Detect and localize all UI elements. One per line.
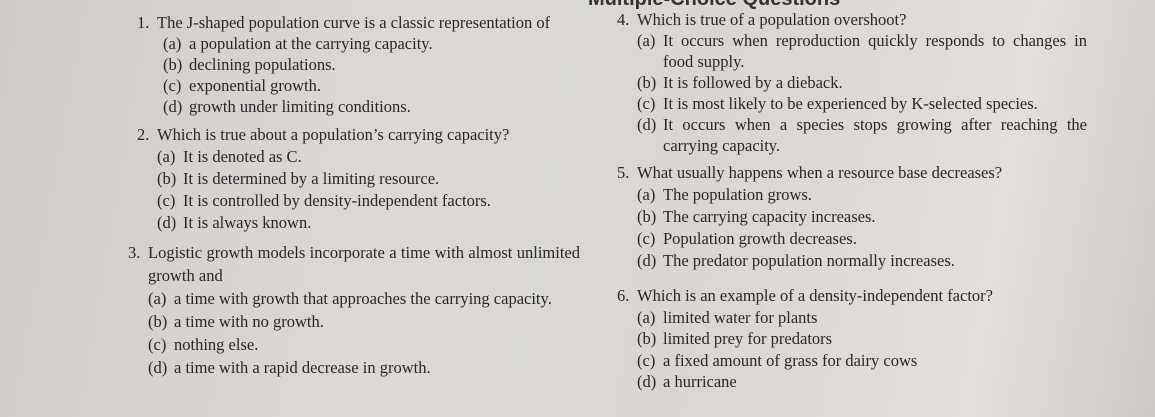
option-letter: (a) <box>157 147 176 166</box>
question-stem: Logistic growth models incorporate a tim… <box>148 243 580 285</box>
answer-option: (a) The population grows. <box>637 184 1087 206</box>
option-text: a population at the carrying capacity. <box>189 34 433 53</box>
answer-option: (b) It is followed by a dieback. <box>637 72 1087 93</box>
option-letter: (a) <box>637 185 656 204</box>
question-stem-row: 2. Which is true about a population’s car… <box>137 124 582 146</box>
option-letter: (c) <box>157 191 176 210</box>
question-stem-row: 3. Logistic growth models incorporate a t… <box>128 241 580 287</box>
option-letter: (d) <box>163 97 183 116</box>
answer-option: (b) The carrying capacity increases. <box>637 206 1087 228</box>
answer-option: (c) It is controlled by density-independe… <box>157 190 582 212</box>
option-letter: (a) <box>637 307 656 327</box>
option-text: The predator population normally increas… <box>663 251 955 270</box>
option-text: a time with growth that approaches the c… <box>174 289 552 308</box>
option-text: Population growth decreases. <box>663 229 857 248</box>
question: 4. Which is true of a population overshoo… <box>617 9 1087 156</box>
option-text: It is denoted as C. <box>183 147 302 166</box>
option-text: growth under limiting conditions. <box>189 97 411 116</box>
option-text: The population grows. <box>663 185 812 204</box>
option-text: It is determined by a limiting resource. <box>183 169 440 188</box>
answer-option: (b) limited prey for predators <box>637 328 1087 350</box>
option-letter: (d) <box>157 213 177 232</box>
option-letter: (a) <box>637 31 656 50</box>
question: 2. Which is true about a population’s car… <box>137 124 582 234</box>
answer-option: (b) declining populations. <box>163 54 582 75</box>
question-stem: What usually happens when a resource bas… <box>637 163 1003 182</box>
option-text: limited prey for predators <box>663 329 833 348</box>
option-text: It is controlled by density-independent … <box>183 191 491 210</box>
question: 6. Which is an example of a density-indep… <box>617 285 1087 393</box>
answer-option: (d) growth under limiting conditions. <box>163 96 582 117</box>
option-letter: (b) <box>148 312 168 331</box>
question-number: 4. <box>617 10 630 29</box>
option-text: a time with no growth. <box>174 312 324 331</box>
question-stem-row: 6. Which is an example of a density-indep… <box>617 285 1087 307</box>
answer-option: (c) a fixed amount of grass for dairy cow… <box>637 350 1087 372</box>
option-letter: (b) <box>157 169 177 188</box>
answer-option: (d) a hurricane <box>637 371 1087 393</box>
answer-option: (a) a time with growth that approaches th… <box>148 287 580 310</box>
question-stem-row: 1. The J-shaped population curve is a cla… <box>137 12 582 33</box>
question-number: 2. <box>137 125 150 144</box>
option-text: It is followed by a dieback. <box>663 73 843 92</box>
option-letter: (d) <box>148 358 168 377</box>
option-text: a hurricane <box>663 372 737 391</box>
option-letter: (a) <box>163 34 182 53</box>
option-text: The carrying capacity increases. <box>663 207 876 226</box>
option-text: limited water for plants <box>663 307 818 327</box>
option-text: exponential growth. <box>189 76 321 95</box>
option-letter: (d) <box>637 115 657 134</box>
answer-option: (b) It is determined by a limiting resour… <box>157 168 582 190</box>
question-number: 5. <box>617 163 630 182</box>
option-text: It is always known. <box>183 213 312 232</box>
question-number: 6. <box>617 286 630 305</box>
answer-option: (a) limited water for plants <box>637 307 1087 329</box>
answer-option: (c) It is most likely to be experienced b… <box>637 93 1087 114</box>
answer-option: (c) exponential growth. <box>163 75 582 96</box>
question-stem: Which is an example of a density-indepen… <box>637 286 993 305</box>
option-letter: (b) <box>637 73 657 92</box>
answer-option: (d) It occurs when a species stops growin… <box>637 114 1087 156</box>
answer-option: (a) a population at the carrying capacity… <box>163 33 582 54</box>
option-letter: (a) <box>148 289 167 308</box>
answer-option: (b) a time with no growth. <box>148 310 580 333</box>
option-text: It is most likely to be experienced by K… <box>663 94 1038 113</box>
option-text: nothing else. <box>174 335 259 354</box>
option-letter: (b) <box>637 329 657 348</box>
option-letter: (c) <box>637 229 656 248</box>
option-text: a time with a rapid decrease in growth. <box>174 358 431 377</box>
option-text: It occurs when reproduction quickly resp… <box>663 31 1087 71</box>
question-stem-row: 4. Which is true of a population overshoo… <box>617 9 1087 30</box>
answer-option: (c) nothing else. <box>148 333 580 356</box>
section-title: Multiple-Choice Questions <box>588 0 840 11</box>
option-letter: (b) <box>637 207 657 226</box>
answer-option: (d) The predator population normally incr… <box>637 250 1087 272</box>
question: 5. What usually happens when a resource b… <box>617 162 1087 272</box>
option-letter: (d) <box>637 251 657 270</box>
option-text: a fixed amount of grass for dairy cows <box>663 350 918 370</box>
option-letter: (d) <box>637 372 657 391</box>
option-letter: (c) <box>637 350 656 370</box>
option-letter: (c) <box>148 335 167 354</box>
option-text: It occurs when a species stops growing a… <box>663 115 1087 155</box>
option-letter: (b) <box>163 55 183 74</box>
question-stem: Which is true about a population’s carry… <box>157 125 510 144</box>
question-number: 1. <box>137 13 150 32</box>
question: 1. The J-shaped population curve is a cla… <box>137 12 582 117</box>
question-stem: The J-shaped population curve is a class… <box>157 13 551 32</box>
option-letter: (c) <box>637 94 656 113</box>
option-text: declining populations. <box>189 55 336 74</box>
answer-option: (a) It is denoted as C. <box>157 146 582 168</box>
question-stem: Which is true of a population overshoot? <box>637 10 907 29</box>
question-stem-row: 5. What usually happens when a resource b… <box>617 162 1087 184</box>
question-number: 3. <box>128 243 141 262</box>
answer-option: (c) Population growth decreases. <box>637 228 1087 250</box>
answer-option: (d) a time with a rapid decrease in growt… <box>148 356 580 379</box>
option-letter: (c) <box>163 76 182 95</box>
question: 3. Logistic growth models incorporate a t… <box>128 241 580 379</box>
answer-option: (a) It occurs when reproduction quickly r… <box>637 30 1087 72</box>
answer-option: (d) It is always known. <box>157 212 582 234</box>
